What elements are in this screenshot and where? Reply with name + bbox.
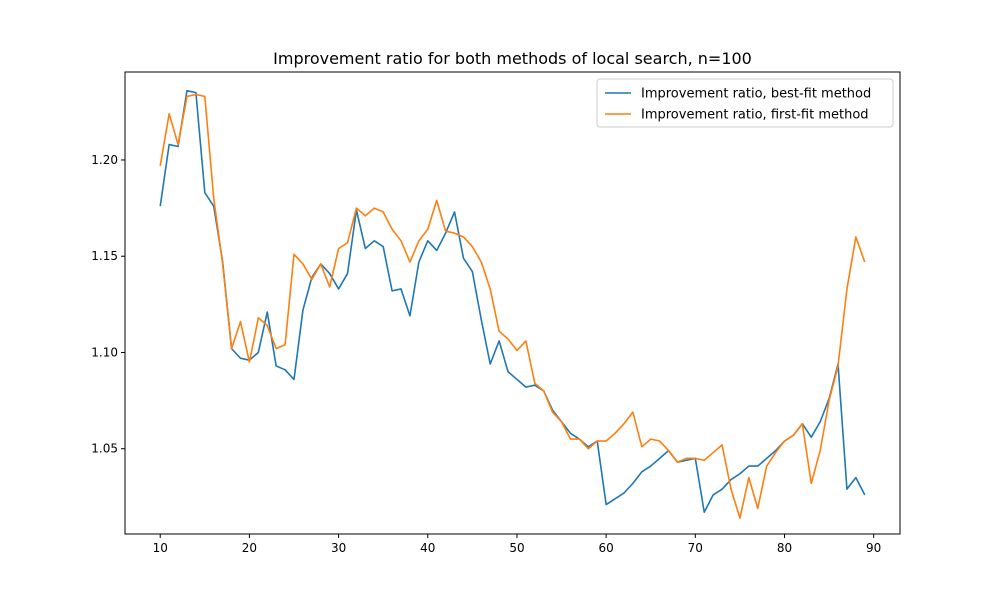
- x-tick-label: 80: [777, 541, 792, 555]
- plot-lines: [159, 89, 866, 519]
- series-line-2: [159, 93, 866, 519]
- y-tick-label: 1.20: [91, 153, 118, 167]
- x-tick-label: 40: [420, 541, 435, 555]
- x-tick-label: 90: [866, 541, 881, 555]
- y-tick-label: 1.10: [91, 345, 118, 359]
- legend-label-1: Improvement ratio, best-fit method: [641, 87, 871, 102]
- x-tick-label: 70: [688, 541, 703, 555]
- x-axis: 10 20 30 40 50 60 70 80 90: [153, 534, 881, 555]
- y-tick-label: 1.05: [91, 442, 118, 456]
- legend-label-2: Improvement ratio, first-fit method: [641, 108, 869, 123]
- y-axis: 1.05 1.10 1.15 1.20: [91, 153, 125, 456]
- x-tick-label: 10: [153, 541, 168, 555]
- legend: Improvement ratio, best-fit method Improv…: [596, 78, 894, 128]
- x-tick-label: 50: [509, 541, 524, 555]
- x-tick-label: 60: [599, 541, 614, 555]
- series-line-1: [159, 89, 866, 514]
- y-tick-label: 1.15: [91, 249, 118, 263]
- x-tick-label: 20: [242, 541, 257, 555]
- legend-box: [596, 78, 894, 128]
- chart-title: Improvement ratio for both methods of lo…: [273, 49, 752, 68]
- plot-frame: [124, 71, 901, 535]
- x-tick-label: 30: [331, 541, 346, 555]
